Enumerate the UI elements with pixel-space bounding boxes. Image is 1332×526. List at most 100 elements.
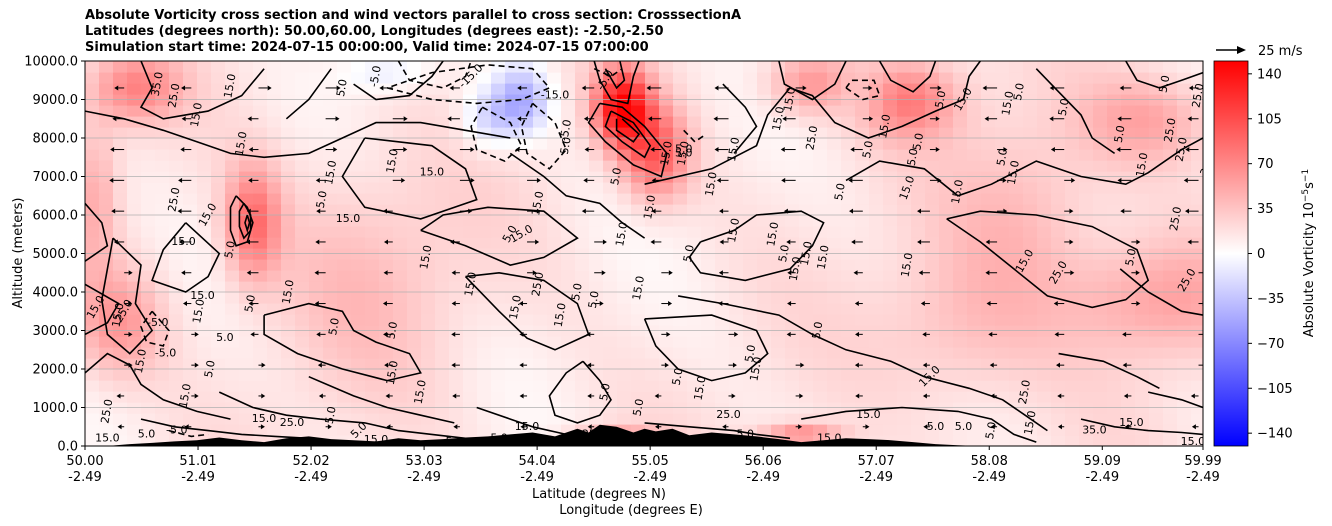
heat-cell-1169 [771,281,786,293]
heat-cell-2742 [393,61,408,73]
heat-cell-650 [225,347,240,359]
x-tick-label-lat-5: 55.05 [632,454,669,469]
heat-cell-6 [169,435,184,446]
heat-cell-2450 [785,105,800,117]
contour-solid-39 [878,61,937,93]
heat-cell-1794 [561,193,576,205]
title-line-3: Simulation start time: 2024-07-15 00:00:… [85,40,649,55]
heat-cell-1243 [687,270,702,282]
heat-cell-1249 [771,270,786,282]
heat-cell-2566 [169,83,184,95]
heat-cell-2126 [729,149,744,161]
heat-cell-2440 [645,105,660,117]
heat-cell-1167 [743,281,758,293]
heat-cell-2036 [589,160,604,172]
contour-label-22: 5.0 [216,331,234,344]
heat-cell-1324 [701,259,716,271]
heat-cell-1259 [911,270,926,282]
heat-cell-1750 [1065,204,1080,216]
heat-cell-2099 [351,149,366,161]
heat-cell-398 [1177,391,1192,403]
heat-cell-1636 [589,215,604,227]
heat-cell-1523 [127,226,142,238]
contour-label-23: -5.0 [147,316,168,329]
heat-cell-2159 [1191,149,1203,161]
heat-cell-776 [869,336,884,348]
contour-label-60: 5.0 [608,167,624,186]
heat-cell-191 [519,413,534,425]
heat-cell-2221 [939,138,954,150]
heat-cell-2657 [323,72,338,84]
heat-cell-60 [925,435,940,446]
heat-cell-143 [967,424,982,436]
heat-cell-646 [169,347,184,359]
heat-cell-921 [659,314,674,326]
heat-cell-924 [701,314,716,326]
heat-cell-1826 [1009,193,1024,205]
wind-vector-5 [453,424,460,430]
contour-label-11: 15.0 [384,148,401,174]
heat-cell-2681 [659,72,674,84]
contour-label-65: 15.0 [725,217,742,243]
heat-cell-752 [533,336,548,348]
heat-cell-1648 [757,215,772,227]
heat-cell-989 [491,303,506,315]
heat-cell-1079 [631,292,646,304]
y-axis-ticks: 0.01000.02000.03000.04000.05000.06000.07… [24,55,85,455]
heat-cell-430 [505,380,520,392]
heat-cell-1446 [169,237,184,249]
heat-cell-2251 [239,127,254,139]
heat-cell-2298 [897,127,912,139]
heat-cell-2234 [1121,138,1136,150]
heat-cell-342 [393,391,408,403]
heat-cell-901 [379,314,394,326]
heat-cell-1851 [239,182,254,194]
heat-cell-2254 [281,127,296,139]
heat-cell-1342 [953,259,968,271]
wind-vector-89 [383,270,393,276]
heat-cell-2602 [673,83,688,95]
heat-cell-1298 [337,259,352,271]
heat-cell-1239 [631,270,646,282]
heat-cell-2203 [687,138,702,150]
heat-cell-1695 [295,204,310,216]
heat-cell-1522 [113,226,128,238]
wind-vector-187 [114,85,125,91]
x-tick-label-lon-5: -2.49 [633,470,667,485]
heat-cell-1744 [981,204,996,216]
heat-cell-1804 [701,193,716,205]
heat-cell-2640 [85,72,100,84]
heat-cell-1471 [519,237,534,249]
heat-cell-2383 [967,116,982,128]
heat-cell-2699 [911,72,926,84]
heat-cell-1696 [309,204,324,216]
heat-cell-2378 [897,116,912,128]
heat-cell-2575 [295,83,310,95]
heat-cell-1561 [659,226,674,238]
heat-cell-172 [253,413,268,425]
heat-cell-3 [127,435,142,446]
heat-cell-1164 [701,281,716,293]
heat-cell-556 [1149,369,1164,381]
y-tick-label-3: 3000.0 [33,324,79,339]
heat-cell-2441 [659,105,674,117]
heat-cell-2356 [589,116,604,128]
heat-cell-2860 [925,61,940,62]
heat-cell-715 [1135,347,1150,359]
wind-vector-130 [849,208,863,214]
heat-cell-124 [701,424,716,436]
heat-cell-2800 [85,61,100,62]
heat-cell-2284 [701,127,716,139]
heat-cell-2195 [575,138,590,150]
heat-cell-2076 [1149,160,1164,172]
heat-cell-2680 [645,72,660,84]
heat-cell-2194 [561,138,576,150]
heat-cell-87 [183,424,198,436]
heat-cell-947 [1023,314,1038,326]
heat-cell-2859 [911,61,926,62]
heat-cell-669 [491,347,506,359]
heat-cell-428 [477,380,492,392]
heat-cell-1006 [729,303,744,315]
heat-cell-976 [309,303,324,315]
heat-cell-2858 [897,61,912,62]
